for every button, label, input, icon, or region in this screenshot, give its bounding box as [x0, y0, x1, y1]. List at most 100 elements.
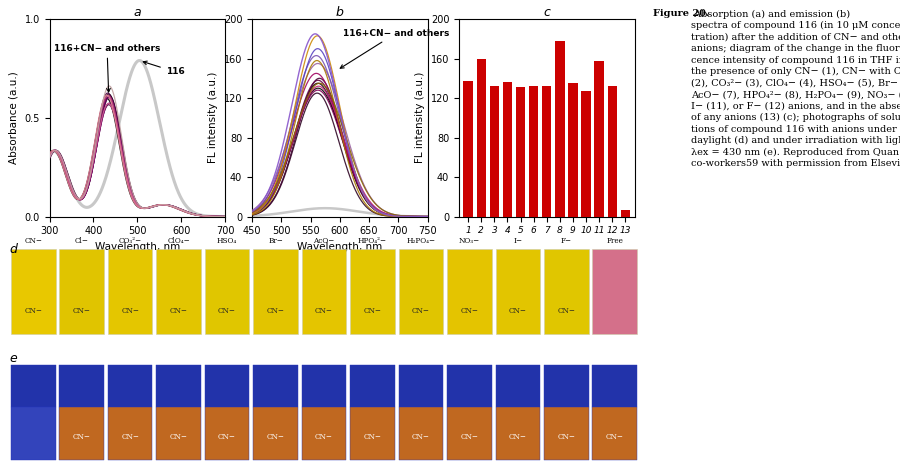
Bar — [157, 249, 201, 335]
Bar — [529, 86, 538, 217]
Text: CN−: CN− — [169, 433, 187, 441]
Text: CN: CN — [76, 352, 87, 359]
Bar — [464, 81, 472, 217]
Bar — [59, 249, 104, 335]
Text: CN−: CN− — [218, 307, 236, 315]
Bar — [59, 407, 104, 460]
Bar — [205, 366, 249, 407]
Text: CN−: CN− — [557, 307, 575, 315]
Bar — [157, 366, 201, 407]
Bar — [555, 41, 564, 217]
Bar — [447, 407, 491, 460]
Bar — [108, 366, 152, 407]
Bar — [59, 366, 104, 407]
Bar — [253, 249, 298, 335]
Text: Br−: Br− — [268, 237, 283, 245]
Text: Br: Br — [320, 352, 328, 359]
Text: 116+CN− and others: 116+CN− and others — [54, 44, 160, 92]
Bar — [477, 59, 486, 217]
Bar — [447, 366, 491, 407]
Title: c: c — [544, 6, 550, 19]
Bar — [302, 407, 346, 460]
Text: CN−: CN− — [169, 307, 187, 315]
Text: 116: 116 — [143, 61, 184, 76]
Text: CN−: CN− — [218, 433, 236, 441]
Text: Cl−: Cl− — [75, 237, 89, 245]
Text: CO₃²−: CO₃²− — [119, 237, 142, 245]
Text: H₂PO₄−: H₂PO₄− — [407, 237, 436, 245]
Text: NO₃−: NO₃− — [459, 237, 480, 245]
Text: CN−: CN− — [266, 307, 284, 315]
Text: Free: Free — [607, 237, 623, 245]
Text: I−: I− — [513, 237, 522, 245]
Text: I: I — [565, 352, 568, 359]
Bar — [350, 249, 395, 335]
Text: F−: F− — [561, 237, 572, 245]
Bar — [490, 86, 500, 217]
Bar — [592, 407, 637, 460]
Title: b: b — [336, 6, 344, 19]
Text: CN−: CN− — [266, 433, 284, 441]
Text: CN−: CN− — [122, 433, 140, 441]
Bar — [516, 87, 526, 217]
Text: CO₃²: CO₃² — [170, 352, 187, 359]
Text: NO₃: NO₃ — [510, 352, 526, 359]
Text: ClO₄: ClO₄ — [219, 352, 236, 359]
Bar — [581, 91, 590, 217]
Bar — [350, 366, 395, 407]
Bar — [11, 249, 56, 335]
Text: CN−: CN− — [412, 307, 430, 315]
Text: CN−: CN− — [461, 307, 479, 315]
Bar — [503, 82, 512, 217]
Text: ClO₄−: ClO₄− — [167, 237, 190, 245]
Bar — [496, 407, 540, 460]
Bar — [399, 407, 443, 460]
Bar — [496, 249, 540, 335]
Text: CN−: CN− — [315, 307, 333, 315]
Text: CN−: CN− — [557, 433, 575, 441]
Y-axis label: Absorbance (a.u.): Absorbance (a.u.) — [9, 71, 19, 164]
Bar — [253, 407, 298, 460]
Text: Figure 20.: Figure 20. — [653, 10, 709, 19]
Bar — [108, 249, 152, 335]
Text: CN−: CN− — [315, 433, 333, 441]
Y-axis label: FL intensity (a.u.): FL intensity (a.u.) — [208, 72, 218, 163]
Text: Absorption (a) and emission (b)
spectra of compound 116 (in 10 μM concen-
tratio: Absorption (a) and emission (b) spectra … — [691, 10, 900, 168]
Y-axis label: FL intensity (a.u.): FL intensity (a.u.) — [415, 72, 425, 163]
Text: F: F — [612, 352, 617, 359]
Bar — [447, 249, 491, 335]
Text: 116+CN− and others: 116+CN− and others — [340, 29, 449, 68]
Text: CN−: CN− — [606, 433, 624, 441]
Text: HSO₄: HSO₄ — [266, 352, 285, 359]
Bar — [399, 249, 443, 335]
Text: CN−: CN− — [364, 307, 382, 315]
Text: CN−: CN− — [508, 307, 526, 315]
Bar — [253, 366, 298, 407]
Text: HSO₄: HSO₄ — [217, 237, 238, 245]
X-axis label: Wavelength, nm: Wavelength, nm — [297, 242, 382, 252]
Bar — [11, 407, 56, 460]
Bar — [592, 366, 637, 407]
Bar — [608, 86, 617, 217]
Text: CN−: CN− — [508, 433, 526, 441]
Text: Cl: Cl — [126, 352, 134, 359]
Bar — [592, 249, 637, 335]
Text: HPO₄²: HPO₄² — [410, 352, 432, 359]
Text: CN−: CN− — [412, 433, 430, 441]
Text: CN−: CN− — [461, 433, 479, 441]
Text: HPO₄²−: HPO₄²− — [358, 237, 387, 245]
Bar — [544, 249, 589, 335]
Bar — [496, 366, 540, 407]
Text: AcO: AcO — [364, 352, 380, 359]
Text: CN−: CN− — [73, 307, 91, 315]
Bar — [302, 366, 346, 407]
Bar — [205, 249, 249, 335]
Bar — [11, 366, 56, 407]
Text: CN−: CN− — [73, 433, 91, 441]
Text: CN−: CN− — [122, 307, 140, 315]
Bar — [568, 83, 578, 217]
Bar — [621, 209, 630, 217]
Text: H₂PO₄: H₂PO₄ — [458, 352, 481, 359]
Bar — [542, 86, 552, 217]
Text: AcO−: AcO− — [313, 237, 335, 245]
